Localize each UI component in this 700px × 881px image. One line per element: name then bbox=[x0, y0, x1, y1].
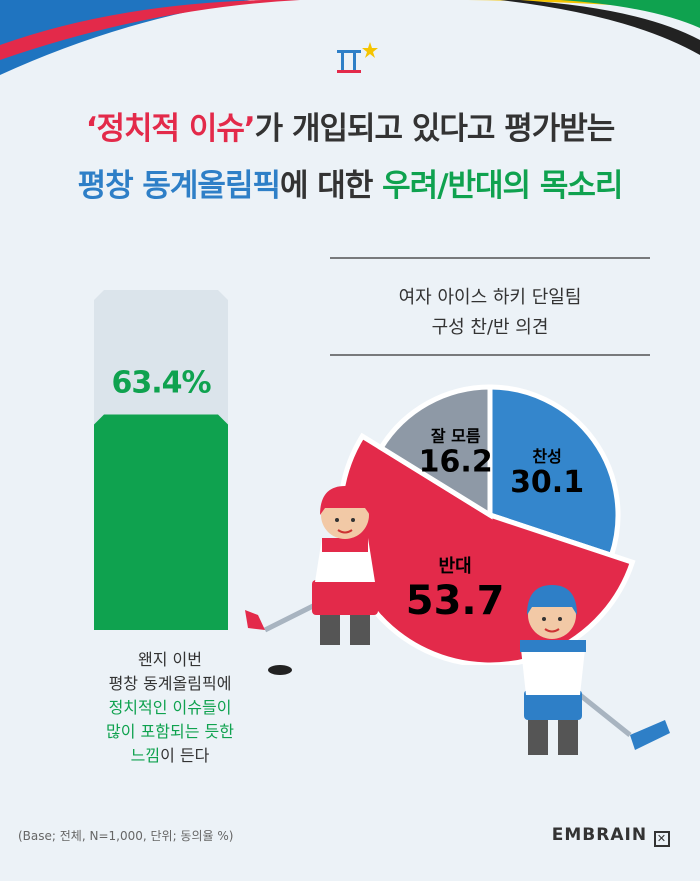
hockey-player-red-icon bbox=[245, 486, 378, 675]
caption-line1: 왠지 이번 bbox=[138, 650, 202, 669]
title-mid-part: 에 대한 bbox=[280, 168, 383, 204]
left-caption: 왠지 이번 평창 동계올림픽에 정치적인 이슈들이 많이 포함되는 듯한 느낌이… bbox=[60, 648, 280, 768]
bar-value-label: 63.4% bbox=[111, 365, 211, 400]
bar-fill-agree bbox=[94, 414, 228, 630]
swoosh-blue bbox=[0, 0, 250, 75]
pie-value-1: 53.7 bbox=[406, 578, 505, 624]
hockey-player-blue-icon bbox=[520, 585, 670, 755]
title-blue-part: 평창 동계올림픽 bbox=[77, 168, 281, 204]
caption-line5-green: 느낌 bbox=[130, 746, 161, 765]
title-red-part: ‘정치적 이슈’ bbox=[85, 111, 256, 147]
swoosh-green bbox=[560, 0, 700, 28]
base-note: (Base; 전체, N=1,000, 단위; 동의율 %) bbox=[18, 829, 234, 843]
caption-line2: 평창 동계올림픽에 bbox=[108, 674, 232, 693]
pie-chart-title: 여자 아이스 하키 단일팀 구성 찬/반 의견 bbox=[330, 283, 650, 343]
title-rest-part: 가 개입되고 있다고 평가받는 bbox=[254, 111, 616, 147]
pie-title-line1: 여자 아이스 하키 단일팀 bbox=[398, 287, 582, 308]
caption-line4: 많이 포함되는 듯한 bbox=[106, 722, 234, 741]
pie-label-2: 잘 모름 bbox=[431, 427, 481, 446]
pie-title-line2: 구성 찬/반 의견 bbox=[431, 317, 549, 338]
caption-line3: 정치적인 이슈들이 bbox=[108, 698, 232, 717]
title-green-part: 우려/반대의 목소리 bbox=[382, 168, 623, 204]
brand-mark-icon: ✕ bbox=[654, 831, 670, 847]
page-title-line2: 평창 동계올림픽에 대한 우려/반대의 목소리 bbox=[0, 160, 700, 205]
swoosh-black bbox=[500, 0, 700, 55]
caption-line5-rest: 이 든다 bbox=[160, 746, 210, 765]
pie-label-1: 반대 bbox=[439, 556, 472, 577]
brand-text: EMBRAIN bbox=[551, 825, 648, 845]
pie-value-0: 30.1 bbox=[510, 465, 584, 500]
pie-slice-0 bbox=[487, 384, 621, 559]
pie-value-2: 16.2 bbox=[419, 445, 493, 480]
caption-line5: 느낌이 든다 bbox=[60, 744, 280, 768]
brand-logo: EMBRAIN ✕ bbox=[552, 825, 670, 847]
pyeongchang-logo-icon bbox=[337, 42, 378, 73]
page-title-line1: ‘정치적 이슈’가 개입되고 있다고 평가받는 bbox=[0, 103, 700, 148]
pie-slice-2 bbox=[377, 384, 493, 520]
bar-chart: 63.4% bbox=[94, 290, 228, 630]
pie-label-0: 찬성 bbox=[532, 447, 561, 466]
swoosh-red bbox=[0, 0, 330, 60]
